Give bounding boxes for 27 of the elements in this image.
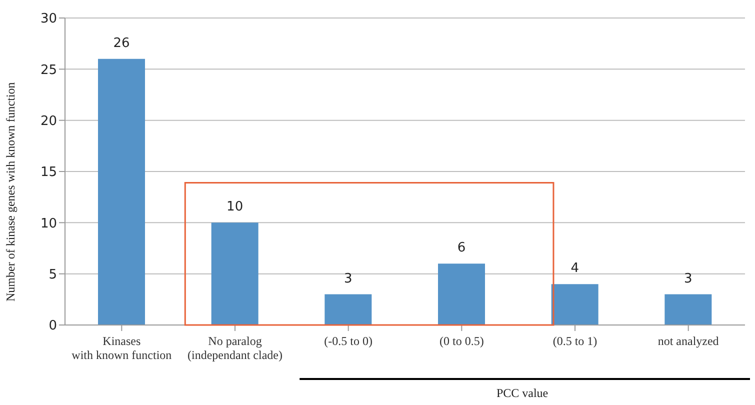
y-tick-label: 15 bbox=[40, 165, 57, 180]
text: PCC value bbox=[496, 386, 548, 400]
y-tick-label: 0 bbox=[48, 318, 57, 334]
bar bbox=[438, 264, 485, 325]
x-tick-label: Kinases with known function bbox=[72, 334, 172, 362]
data-label: 26 bbox=[113, 36, 130, 51]
data-label: 6 bbox=[457, 240, 466, 256]
bar bbox=[664, 294, 712, 325]
bar bbox=[211, 222, 258, 325]
y-tick-label: 20 bbox=[40, 114, 57, 129]
y-tick-label: 5 bbox=[48, 267, 57, 282]
data-label: 3 bbox=[344, 271, 352, 286]
y-tick-label: 10 bbox=[40, 216, 57, 232]
bar bbox=[324, 294, 372, 325]
x-tick-label: No paralog (independant clade) bbox=[188, 334, 282, 362]
y-tick-label: 25 bbox=[40, 62, 57, 78]
y-tick-label: 30 bbox=[40, 12, 57, 27]
x-tick-label: (0 to 0.5) bbox=[440, 334, 484, 348]
y-axis-title: Number of kinase genes with known function bbox=[3, 82, 18, 302]
x-tick-label: not analyzed bbox=[658, 334, 719, 348]
bar bbox=[98, 58, 145, 325]
data-label: 10 bbox=[226, 200, 244, 215]
data-label: 4 bbox=[570, 261, 579, 276]
x-tick-label: (-0.5 to 0) bbox=[324, 334, 372, 348]
data-label: 3 bbox=[684, 271, 692, 286]
x-tick-label: (0.5 to 1) bbox=[552, 334, 598, 348]
bar bbox=[551, 284, 598, 325]
